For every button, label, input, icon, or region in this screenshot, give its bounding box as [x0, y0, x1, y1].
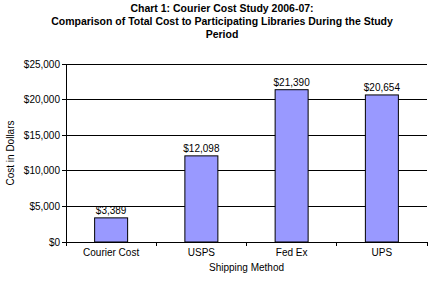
grid-line — [66, 64, 427, 65]
y-tick — [62, 206, 66, 207]
bar — [365, 95, 398, 242]
x-tick-label: UPS — [372, 247, 393, 258]
x-tick-label: Fed Ex — [276, 247, 308, 258]
data-label: $20,654 — [364, 82, 401, 93]
bar — [185, 156, 218, 242]
x-tick — [427, 242, 428, 246]
y-tick-label: $5,000 — [29, 201, 60, 212]
y-tick — [62, 242, 66, 243]
chart-title: Comparison of Total Cost to Participatin… — [51, 15, 393, 27]
chart-container: Chart 1: Courier Cost Study 2006-07:Comp… — [0, 0, 441, 283]
y-tick — [62, 170, 66, 171]
x-tick — [156, 242, 157, 246]
data-label: $3,389 — [96, 205, 127, 216]
data-label: $21,390 — [274, 77, 311, 88]
y-tick — [62, 99, 66, 100]
y-tick-label: $0 — [49, 237, 61, 248]
x-axis-label: Shipping Method — [209, 262, 284, 273]
y-tick-label: $10,000 — [24, 165, 61, 176]
x-tick-label: Courier Cost — [83, 247, 139, 258]
y-axis — [66, 64, 67, 242]
x-tick — [66, 242, 67, 246]
bar — [275, 90, 308, 242]
y-tick-label: $20,000 — [24, 94, 61, 105]
y-tick-label: $25,000 — [24, 59, 61, 70]
chart-svg: Chart 1: Courier Cost Study 2006-07:Comp… — [0, 0, 441, 283]
y-tick-label: $15,000 — [24, 130, 61, 141]
chart-title: Chart 1: Courier Cost Study 2006-07: — [130, 2, 313, 14]
y-axis-label: Cost in Dollars — [5, 120, 16, 185]
bar — [95, 218, 128, 242]
y-tick — [62, 135, 66, 136]
x-tick-label: USPS — [188, 247, 216, 258]
x-tick — [336, 242, 337, 246]
data-label: $12,098 — [183, 143, 220, 154]
x-tick — [246, 242, 247, 246]
y-tick — [62, 64, 66, 65]
plot-area — [66, 64, 427, 242]
bars — [95, 90, 399, 242]
chart-title: Period — [206, 28, 239, 40]
